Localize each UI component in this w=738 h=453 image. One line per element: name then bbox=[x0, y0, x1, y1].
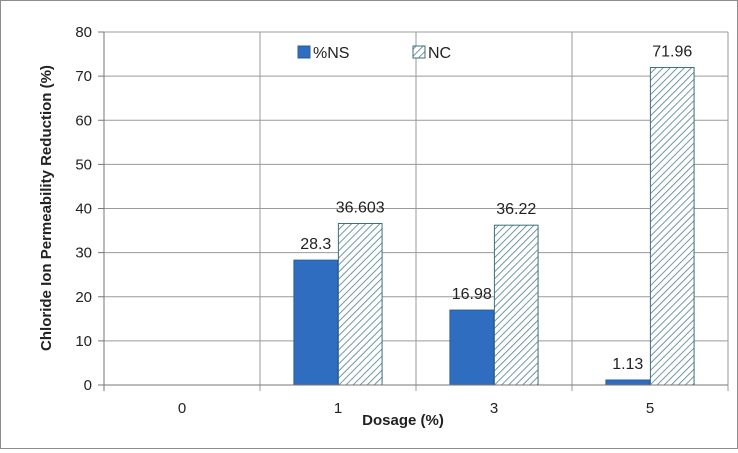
bar-ns-1 bbox=[293, 259, 339, 386]
x-tick-label-0: 0 bbox=[178, 400, 186, 417]
y-axis-title: Chloride Ion Permeability Reduction (%) bbox=[38, 65, 55, 351]
legend-swatch-nc bbox=[412, 45, 426, 59]
legend: %NS NC bbox=[297, 45, 451, 62]
data-label-nc-1: 36.603 bbox=[336, 199, 385, 216]
data-label-ns-5: 1.13 bbox=[612, 356, 643, 373]
x-axis-title: Dosage (%) bbox=[362, 412, 444, 429]
x-tick-label-3: 3 bbox=[490, 400, 498, 417]
data-label-ns-3: 16.98 bbox=[452, 286, 492, 303]
bar-nc-3 bbox=[493, 224, 539, 386]
grid bbox=[103, 31, 729, 391]
legend-swatch-ns bbox=[297, 45, 311, 59]
y-tick-label-60: 60 bbox=[75, 112, 92, 129]
y-tick-label-10: 10 bbox=[75, 333, 92, 350]
y-tick-label-70: 70 bbox=[75, 68, 92, 85]
axes: 0 10 20 30 40 50 60 70 80 0 1 3 5 bbox=[75, 24, 728, 417]
data-label-nc-3: 36.22 bbox=[496, 201, 536, 218]
y-tick-label-20: 20 bbox=[75, 289, 92, 306]
x-tick-label-1: 1 bbox=[334, 400, 342, 417]
data-label-nc-5: 71.96 bbox=[652, 43, 692, 60]
bar-ns-5 bbox=[605, 379, 651, 386]
bar-nc-5 bbox=[649, 66, 695, 386]
y-tick-label-50: 50 bbox=[75, 156, 92, 173]
legend-label-ns: %NS bbox=[313, 45, 349, 62]
bars bbox=[293, 66, 695, 386]
legend-label-nc: NC bbox=[428, 45, 451, 62]
data-label-ns-1: 28.3 bbox=[300, 236, 331, 253]
data-labels: 28.3 16.98 1.13 36.603 36.22 71.96 bbox=[300, 43, 692, 373]
y-tick-label-40: 40 bbox=[75, 201, 92, 218]
bar-ns-3 bbox=[449, 309, 495, 386]
y-tick-label-80: 80 bbox=[75, 24, 92, 41]
y-tick-label-0: 0 bbox=[84, 377, 92, 394]
x-tick-label-5: 5 bbox=[646, 400, 654, 417]
y-tick-label-30: 30 bbox=[75, 245, 92, 262]
bar-nc-1 bbox=[337, 222, 383, 386]
